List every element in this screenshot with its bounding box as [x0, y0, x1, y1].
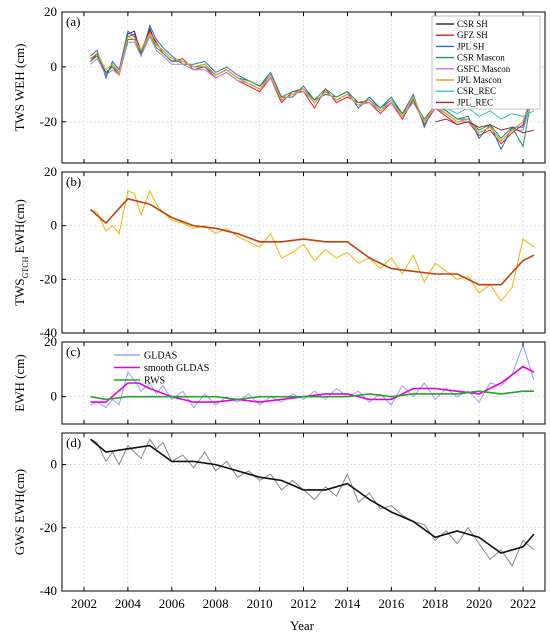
- panel-tag: (a): [66, 14, 80, 29]
- x-tick-label: 2006: [159, 596, 186, 611]
- panel-tag: (d): [66, 435, 81, 450]
- y-tick-label: -40: [40, 325, 57, 340]
- panel-tag: (b): [66, 174, 81, 189]
- x-tick-label: 2010: [247, 596, 273, 611]
- x-tick-label: 2014: [334, 596, 361, 611]
- series-line-p4-s1: [90, 438, 535, 567]
- plot-frame: [61, 432, 546, 592]
- legend-entry: JPL Mascon: [457, 75, 502, 85]
- legend-entry: JPL SH: [457, 41, 485, 51]
- y-tick-label: -20: [40, 114, 57, 129]
- legend-entry: smooth GLDAS: [144, 363, 209, 374]
- y-axis-label: EWH (cm): [12, 354, 27, 411]
- legend-entry: GSFC Mascon: [457, 64, 511, 74]
- y-tick-label: 20: [44, 164, 57, 179]
- x-tick-label: 2022: [510, 596, 536, 611]
- x-tick-label: 2008: [203, 596, 229, 611]
- y-axis-label: GWS EWH(cm): [12, 469, 27, 555]
- series-line-csr-rec: [435, 104, 535, 120]
- x-axis-label: Year: [290, 618, 315, 633]
- legend-box: [431, 15, 541, 110]
- series-line-rws: [90, 390, 534, 401]
- series-line-jpl-mascon: [90, 32, 535, 142]
- y-tick-label: -20: [40, 271, 57, 286]
- series-line-p2-s2: [89, 197, 535, 286]
- legend-entry: JPL_REC: [457, 97, 493, 107]
- legend-entry: GLDAS: [144, 351, 177, 362]
- legend-entry: CSR SH: [457, 19, 488, 29]
- panel-2: 20 0 -20 -40 (b) TWSGTCH EWH(cm): [12, 164, 546, 340]
- y-tick-label: 20: [44, 334, 57, 349]
- panel-tag: (c): [66, 344, 80, 359]
- legend-entry: GFZ SH: [457, 30, 488, 40]
- y-tick-label: -40: [40, 583, 57, 598]
- series-line-p2-s1: [90, 189, 535, 302]
- legend-entry: RWS: [144, 376, 165, 387]
- x-tick-label: 2016: [378, 596, 405, 611]
- panel-4: 0 -20 -40 (d) GWS EWH(cm) 2002 2004 2006 2008 201…: [12, 432, 546, 611]
- x-tick-label: 2012: [291, 596, 317, 611]
- x-tick-label: 2020: [466, 596, 492, 611]
- y-tick-label: 0: [51, 457, 58, 472]
- x-tick-label: 2002: [71, 596, 97, 611]
- series-line-jpl-rec: [435, 118, 535, 134]
- y-tick-label: -20: [40, 520, 57, 535]
- x-tick-label: 2018: [422, 596, 448, 611]
- series-line-csr-mascon: [90, 32, 535, 148]
- y-axis-label: TWSGTCH EWH(cm): [12, 199, 30, 306]
- y-tick-label: 0: [51, 389, 58, 404]
- y-axis-label: TWS WEH (cm): [12, 44, 27, 132]
- legend-entry: CSR Mascon: [457, 53, 505, 63]
- legend-entry: CSR_REC: [457, 86, 496, 96]
- series-line-p4-s2: [89, 438, 535, 554]
- x-tick-label: 2004: [115, 596, 142, 611]
- y-tick-label: 0: [51, 59, 58, 74]
- y-tick-label: 20: [44, 4, 57, 19]
- y-tick-label: 0: [51, 218, 58, 233]
